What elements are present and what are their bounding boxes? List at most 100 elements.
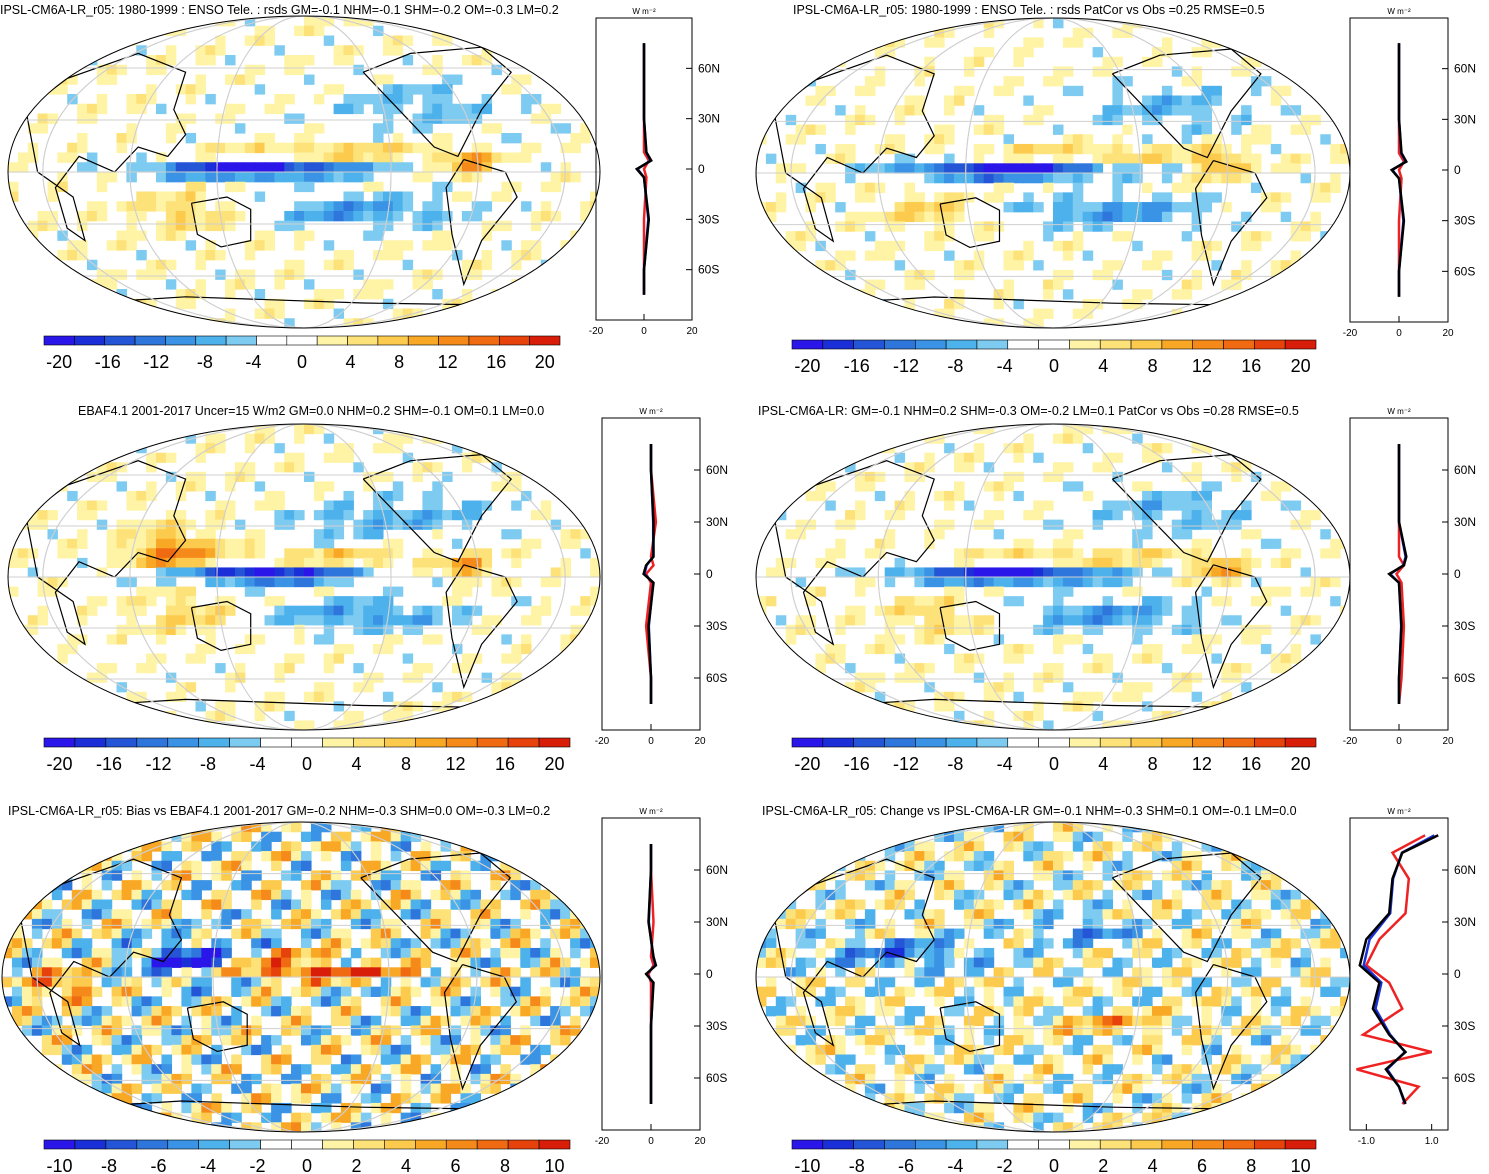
map-cell [201,880,212,891]
map-cell [1260,701,1272,712]
map-cell [380,918,392,930]
map-cell [363,615,374,626]
map-cell [904,95,915,106]
map-cell [1102,260,1113,271]
map-cell [440,1093,452,1104]
map-cell [550,977,561,988]
map-cell [412,720,423,730]
map-cell [402,94,414,105]
map-cell [963,851,975,862]
map-cell [294,113,305,124]
map-cell [86,259,98,271]
map-cell [904,860,915,872]
map-cell [310,1122,322,1132]
map-cell [86,510,98,521]
map-cell [291,1006,302,1017]
map-cell [1152,567,1163,578]
map-cell [392,45,404,56]
map-cell [96,462,108,473]
map-cell [251,1025,262,1036]
map-cell [580,928,591,939]
map-cell [420,1035,432,1046]
map-cell [432,162,443,173]
map-cell [1092,663,1104,674]
map-cell [141,1122,153,1132]
map-cell [310,831,322,842]
map-cell [96,269,108,280]
map-cell [825,452,836,463]
map-cell [373,152,384,163]
map-cell [944,490,955,502]
map-cell [1072,231,1084,242]
map-cell [17,557,29,569]
map-cell [1320,870,1331,881]
map-cell [1053,279,1064,290]
map-cell [225,605,236,616]
map-cell [294,211,305,222]
map-cell [1340,250,1350,261]
map-cell [11,1093,23,1104]
map-cell [281,822,292,833]
map-cell [1330,643,1341,655]
map-cell [1171,318,1183,328]
map-cell [1241,548,1252,559]
map-cell [181,1102,192,1114]
map-cell [775,557,787,569]
map-cell [452,615,463,626]
map-cell [480,938,491,949]
map-cell [284,462,295,473]
map-cell [146,191,157,202]
colorbar-tick-label: 12 [1192,356,1212,376]
map-cell [560,672,571,683]
map-cell [1102,653,1113,664]
map-cell [1003,289,1014,300]
map-cell [1082,701,1094,712]
map-cell [590,1054,600,1065]
map-cell [1290,841,1302,852]
map-cell [954,85,965,97]
map-cell [1003,153,1014,164]
map-cell [420,851,432,862]
map-cell [37,289,49,300]
map-cell [195,74,206,85]
map-cell [491,16,502,27]
map-cell [795,231,807,242]
map-cell [765,47,777,58]
map-cell [264,240,275,251]
map-cell [201,1064,212,1075]
map-cell [360,938,372,949]
map-cell [785,529,797,540]
map-cell [590,899,600,910]
map-cell [27,615,39,626]
map-cell [264,172,275,183]
map-cell [1280,701,1292,712]
zonal-ytick-label: 60N [1454,62,1476,76]
map-cell [1251,596,1262,607]
map-cell [264,615,275,626]
map-cell [241,918,252,930]
map-cell [77,45,88,56]
map-cell [983,173,995,184]
map-cell [884,870,896,881]
map-cell [944,105,955,116]
map-cell [333,653,345,664]
map-cell [470,1093,481,1104]
map-cell [340,928,352,939]
map-cell [1053,615,1064,626]
map-cell [171,1035,182,1046]
map-cell [855,318,866,328]
map-cell [91,1102,103,1114]
map-cell [51,1102,63,1114]
map-cell [1310,510,1321,521]
map-cell [101,957,113,968]
map-cell [17,55,29,66]
map-cell [520,1112,531,1123]
map-cell [521,250,532,261]
map-cell [291,851,302,862]
map-cell [171,851,182,862]
map-cell [1330,47,1341,58]
map-cell [313,424,325,435]
map-cell [47,682,58,693]
map-cell [550,822,561,833]
